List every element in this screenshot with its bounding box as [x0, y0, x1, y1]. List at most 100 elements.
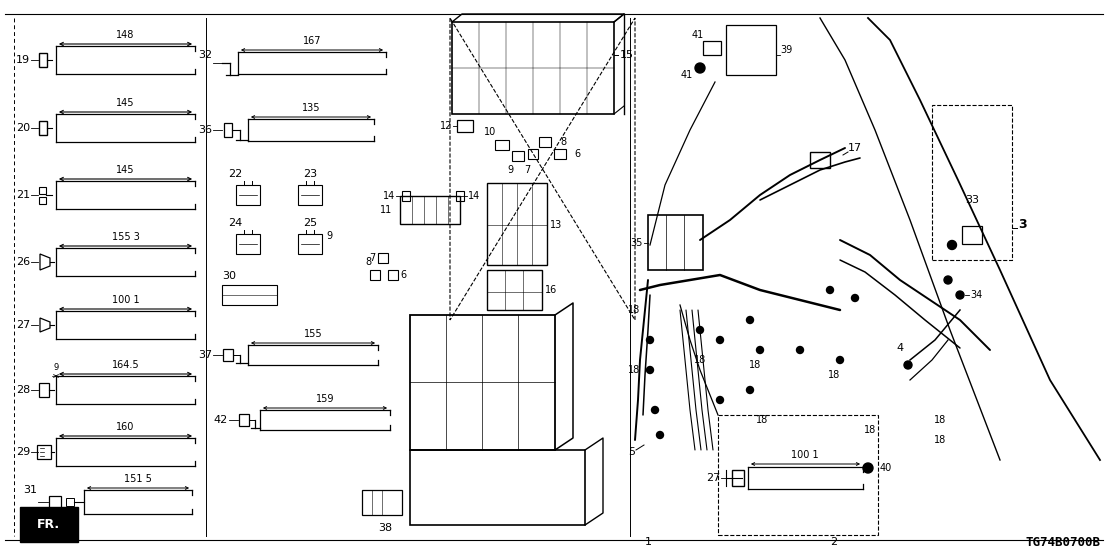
Text: 18: 18: [628, 365, 640, 375]
Text: 29: 29: [16, 447, 30, 457]
Text: 28: 28: [16, 385, 30, 395]
Text: 151 5: 151 5: [124, 474, 152, 484]
Bar: [298, 234, 322, 254]
Text: 39: 39: [780, 45, 792, 55]
Bar: [488, 270, 542, 310]
Text: 7: 7: [369, 253, 375, 263]
Text: 42: 42: [214, 415, 228, 425]
Text: 27: 27: [16, 320, 30, 330]
Text: 2: 2: [830, 537, 838, 547]
Text: 155: 155: [304, 329, 322, 339]
Bar: [37, 445, 51, 459]
Text: 9: 9: [53, 363, 59, 372]
Circle shape: [657, 432, 664, 439]
Text: 160: 160: [116, 422, 135, 432]
Bar: [702, 41, 721, 55]
Text: 14: 14: [468, 191, 480, 201]
Bar: [39, 121, 47, 135]
Bar: [49, 496, 61, 508]
Text: 155 3: 155 3: [112, 232, 140, 242]
Text: 8: 8: [365, 257, 371, 267]
Bar: [648, 215, 702, 270]
Bar: [962, 226, 982, 244]
Bar: [932, 105, 1012, 260]
Circle shape: [646, 367, 654, 373]
Bar: [66, 498, 74, 506]
Text: 1: 1: [645, 537, 652, 547]
Circle shape: [697, 326, 704, 334]
Circle shape: [827, 286, 833, 294]
Bar: [223, 349, 233, 361]
Circle shape: [652, 407, 658, 413]
Text: 25: 25: [302, 218, 317, 228]
Text: 20: 20: [16, 123, 30, 133]
Bar: [39, 187, 45, 193]
Bar: [452, 22, 614, 114]
Circle shape: [717, 397, 724, 403]
Bar: [732, 470, 743, 486]
Text: FR.: FR.: [37, 517, 60, 531]
Text: 27: 27: [706, 473, 720, 483]
Bar: [388, 270, 398, 280]
Text: 23: 23: [302, 169, 317, 179]
Bar: [222, 285, 277, 305]
Text: 31: 31: [23, 485, 37, 495]
Circle shape: [797, 346, 803, 353]
Text: 145: 145: [116, 98, 135, 108]
Circle shape: [695, 63, 705, 73]
Bar: [39, 53, 47, 67]
Text: 40: 40: [880, 463, 892, 473]
Text: 18: 18: [749, 360, 761, 370]
Text: 37: 37: [198, 350, 212, 360]
Bar: [529, 149, 538, 159]
Circle shape: [757, 346, 763, 353]
Circle shape: [863, 463, 873, 473]
Text: 32: 32: [198, 50, 212, 60]
Polygon shape: [20, 507, 78, 542]
Bar: [512, 151, 524, 161]
Bar: [236, 185, 260, 205]
Circle shape: [646, 336, 654, 343]
Circle shape: [956, 291, 964, 299]
Bar: [400, 196, 460, 224]
Text: 6: 6: [574, 149, 581, 159]
Circle shape: [717, 336, 724, 343]
Text: 18: 18: [828, 370, 840, 380]
Bar: [298, 185, 322, 205]
Text: 9: 9: [326, 231, 332, 241]
Text: 13: 13: [550, 220, 562, 230]
Circle shape: [852, 295, 859, 301]
Bar: [378, 253, 388, 263]
Text: 22: 22: [228, 169, 243, 179]
Text: 18: 18: [934, 415, 946, 425]
Bar: [456, 191, 464, 201]
Text: 8: 8: [560, 137, 566, 147]
Text: 159: 159: [316, 394, 335, 404]
Text: 36: 36: [198, 125, 212, 135]
Text: 167: 167: [302, 36, 321, 46]
Text: 41: 41: [680, 70, 692, 80]
Circle shape: [837, 357, 843, 363]
Text: 21: 21: [16, 190, 30, 200]
Text: 30: 30: [222, 271, 236, 281]
Text: 18: 18: [756, 415, 768, 425]
Bar: [410, 315, 555, 450]
Text: 164.5: 164.5: [112, 360, 140, 370]
Text: 10: 10: [484, 127, 496, 137]
Bar: [370, 270, 380, 280]
Text: 17: 17: [848, 143, 862, 153]
Bar: [39, 197, 45, 203]
Text: 5: 5: [628, 447, 636, 457]
Bar: [239, 414, 249, 426]
Circle shape: [747, 316, 753, 324]
Circle shape: [904, 361, 912, 369]
Bar: [39, 383, 49, 397]
Bar: [236, 234, 260, 254]
Bar: [224, 123, 232, 137]
Text: 9: 9: [507, 165, 513, 175]
Text: 16: 16: [545, 285, 557, 295]
Bar: [554, 149, 566, 159]
Bar: [456, 120, 473, 132]
Text: 18: 18: [628, 305, 640, 315]
Circle shape: [944, 276, 952, 284]
